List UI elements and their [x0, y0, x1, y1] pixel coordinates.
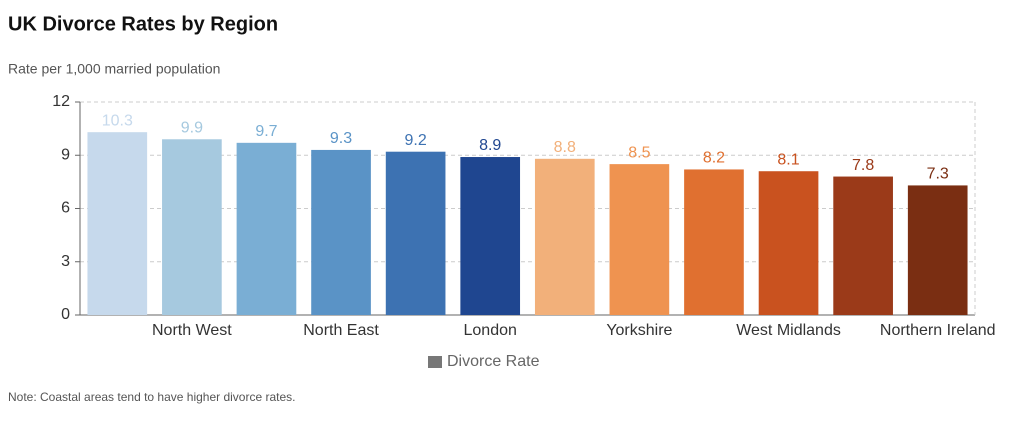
y-tick-label: 9: [61, 146, 70, 163]
value-label: 8.2: [703, 150, 725, 167]
value-label: 8.8: [554, 139, 576, 156]
bar: [87, 132, 148, 315]
y-tick-label: 0: [61, 306, 70, 323]
legend-swatch: [428, 356, 442, 368]
bar: [684, 169, 744, 315]
y-tick-label: 3: [61, 253, 70, 270]
x-tick-label: London: [464, 322, 517, 339]
bar: [833, 176, 893, 315]
x-tick-label: North West: [152, 322, 232, 339]
chart-title: UK Divorce Rates by Region: [8, 13, 278, 35]
bar: [385, 151, 446, 315]
bar: [907, 185, 968, 315]
x-tick-label: Northern Ireland: [880, 322, 996, 339]
bar: [534, 158, 595, 315]
value-label: 9.3: [330, 130, 352, 147]
legend-label: Divorce Rate: [447, 353, 540, 370]
bar: [311, 149, 371, 315]
value-label: 9.2: [405, 132, 427, 149]
bar: [609, 164, 670, 315]
value-label: 8.5: [628, 144, 650, 161]
x-tick-label: Yorkshire: [606, 322, 672, 339]
value-label: 10.3: [102, 112, 133, 129]
y-tick-label: 12: [52, 93, 70, 110]
bar: [236, 142, 297, 315]
bar: [460, 157, 521, 315]
value-label: 7.3: [927, 166, 949, 183]
x-tick-label: West Midlands: [736, 322, 841, 339]
bar: [758, 171, 819, 315]
value-label: 9.9: [181, 119, 203, 136]
bar: [162, 139, 222, 315]
chart-subtitle: Rate per 1,000 married population: [8, 61, 220, 77]
value-label: 8.9: [479, 137, 501, 154]
y-tick-label: 6: [61, 200, 70, 217]
value-label: 7.8: [852, 157, 874, 174]
chart-note: Note: Coastal areas tend to have higher …: [8, 390, 296, 404]
value-label: 8.1: [777, 151, 799, 168]
value-label: 9.7: [255, 123, 277, 140]
x-tick-label: North East: [303, 322, 379, 339]
